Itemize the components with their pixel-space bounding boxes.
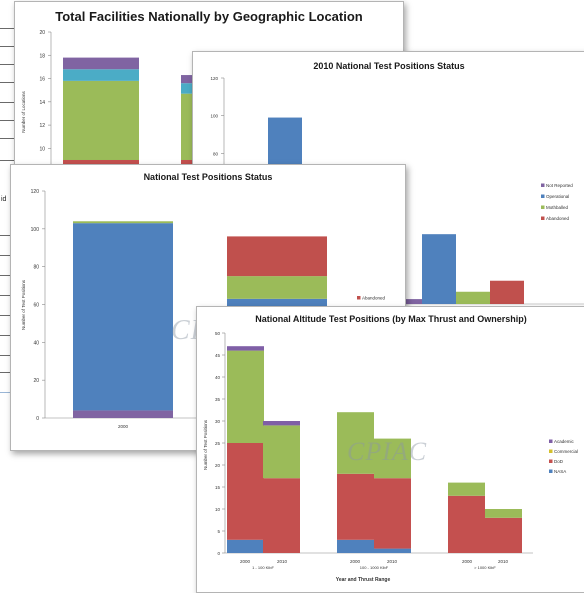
group-label: 100 - 1000 KlbF	[360, 565, 389, 570]
bar-segment	[374, 478, 411, 549]
chart-title: 2010 National Test Positions Status	[313, 61, 465, 71]
legend-label: Not Reported	[546, 183, 573, 188]
bar-operational	[422, 234, 456, 304]
x-tick-label: 2010	[277, 559, 288, 564]
legend-swatch	[549, 469, 553, 473]
tick-label: 100	[31, 227, 40, 233]
tick-label: 20	[33, 378, 39, 384]
bar-segment	[63, 80, 139, 160]
bar-segment	[227, 346, 264, 351]
tick-label: 100	[210, 114, 218, 119]
bar-segment	[374, 548, 411, 553]
chart-slide-altitude: National Altitude Test Positions (by Max…	[196, 306, 584, 593]
tick-label: 30	[215, 419, 221, 424]
bar-segment	[73, 223, 173, 411]
tick-label: 60	[33, 303, 39, 309]
legend-label: Abandoned	[546, 216, 570, 221]
tick-label: 14	[39, 100, 45, 106]
tick-label: 40	[215, 375, 221, 380]
tick-label: 120	[210, 76, 218, 81]
legend-label: NASA	[554, 469, 566, 474]
tick-label: 12	[39, 123, 45, 129]
x-tick-label: 2000	[118, 424, 129, 429]
tick-label: 18	[39, 53, 45, 59]
tick-label: 50	[215, 331, 221, 336]
tick-label: 20	[39, 30, 45, 36]
tick-label: 80	[213, 151, 219, 156]
axis-title: Number of Test Positions	[21, 279, 26, 330]
bar-segment	[263, 478, 300, 553]
side-fragment-text: id	[1, 196, 7, 203]
tick-label: 120	[31, 189, 40, 195]
bar-segment	[227, 236, 327, 277]
bar-segment	[227, 443, 264, 540]
background-slide-edge: id	[0, 0, 14, 591]
tick-label: 15	[215, 485, 221, 490]
bar-segment	[337, 473, 374, 540]
tick-label: 16	[39, 77, 45, 83]
x-tick-label: 2010	[498, 559, 509, 564]
watermark: CPIAC	[347, 437, 428, 466]
axis-title: Number of Locations	[21, 90, 26, 132]
bar-segment	[63, 57, 139, 70]
x-tick-label: 2000	[462, 559, 473, 564]
x-tick-label: 2000	[350, 559, 361, 564]
bar-segment	[73, 410, 173, 418]
chart-title: Total Facilities Nationally by Geographi…	[55, 9, 363, 24]
tick-label: 25	[215, 441, 221, 446]
bar-segment	[263, 421, 300, 426]
bar-segment	[227, 276, 327, 299]
legend-swatch	[549, 459, 553, 463]
tick-label: 0	[217, 551, 220, 556]
legend-swatch	[357, 296, 361, 300]
tick-label: 45	[215, 353, 221, 358]
group-label: 1 - 100 KlbF	[252, 565, 274, 570]
bar-not_reported	[403, 299, 437, 304]
x-tick-label: 2000	[240, 559, 251, 564]
bar-segment	[337, 412, 374, 474]
bar-segment	[227, 350, 264, 443]
bar-segment	[73, 221, 173, 224]
tick-label: 5	[217, 529, 220, 534]
bar-mothballed	[456, 291, 490, 304]
legend-swatch	[541, 216, 545, 220]
chart-title: National Altitude Test Positions (by Max…	[255, 314, 527, 324]
x-tick-label: 2010	[387, 559, 398, 564]
tick-label: 35	[215, 397, 221, 402]
bar-segment	[227, 539, 264, 553]
bar-segment	[374, 438, 411, 479]
tick-label: 10	[39, 146, 45, 152]
bar-segment	[263, 425, 300, 479]
bar-segment	[337, 539, 374, 553]
legend-label: Academic	[554, 439, 575, 444]
bar-segment	[485, 509, 522, 518]
chart-title: National Test Positions Status	[143, 172, 273, 182]
legend-swatch	[541, 205, 545, 209]
bar-segment	[485, 517, 522, 553]
bar-abandoned	[490, 280, 524, 304]
bar-segment	[448, 482, 485, 496]
legend-swatch	[549, 439, 553, 443]
group-label: > 1000 KlbF	[474, 565, 496, 570]
legend-label: Mothballed	[546, 205, 569, 210]
axis-title: Number of Test Positions	[203, 419, 208, 470]
tick-label: 40	[33, 340, 39, 346]
bar-segment	[63, 69, 139, 81]
legend-label: Abandoned	[362, 296, 386, 301]
tick-label: 80	[33, 265, 39, 271]
legend-swatch	[541, 194, 545, 198]
legend-label: Operational	[546, 194, 569, 199]
axis-title: Year and Thrust Range	[336, 577, 391, 583]
tick-label: 20	[215, 463, 221, 468]
legend-swatch	[541, 183, 545, 187]
legend-swatch	[549, 449, 553, 453]
legend-label: DoD	[554, 459, 564, 464]
bar-segment	[448, 495, 485, 553]
legend-label: Commercial	[554, 449, 578, 454]
tick-label: 0	[36, 416, 39, 422]
tick-label: 10	[215, 507, 221, 512]
